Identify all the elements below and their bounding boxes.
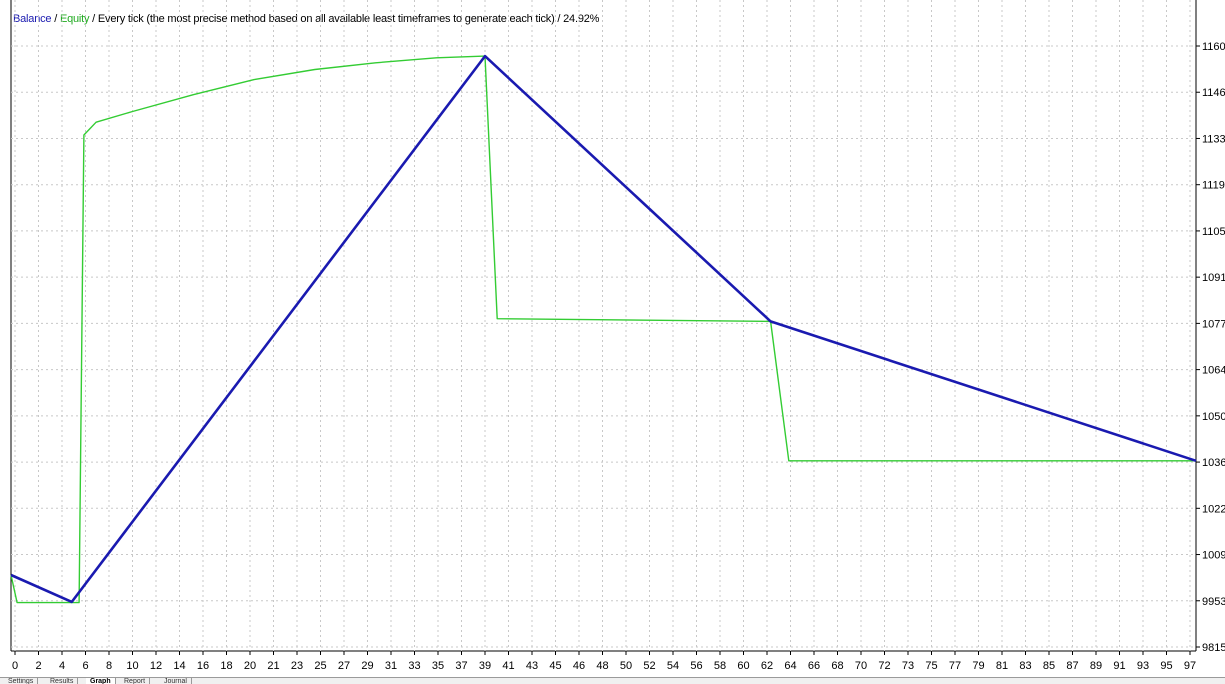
- x-tick-label: 85: [1043, 660, 1055, 672]
- x-tick-label: 91: [1113, 660, 1125, 672]
- test-method-description: / Every tick (the most precise method ba…: [89, 13, 600, 25]
- equity-series-line: [10, 55, 1196, 604]
- y-tick-label: 106418: [1202, 365, 1225, 377]
- x-tick-label: 73: [902, 660, 914, 672]
- x-tick-label: 6: [82, 660, 88, 672]
- x-tick-label: 64: [784, 660, 796, 672]
- x-tick-label: 93: [1137, 660, 1149, 672]
- x-tick-label: 25: [314, 660, 326, 672]
- x-tick-label: 68: [831, 660, 843, 672]
- x-tick-label: 54: [667, 660, 679, 672]
- x-tick-label: 79: [972, 660, 984, 672]
- x-tick-label: 48: [596, 660, 608, 672]
- y-tick-label: 102288: [1202, 503, 1225, 515]
- y-tick-label: 100911: [1202, 550, 1225, 562]
- y-tick-label: 114679: [1202, 87, 1225, 99]
- tab-report[interactable]: Report: [120, 678, 151, 684]
- graph-header: Balance / Equity / Every tick (the most …: [13, 13, 599, 25]
- x-tick-label: 18: [220, 660, 232, 672]
- x-tick-label: 8: [106, 660, 112, 672]
- y-tick-label: 105042: [1202, 411, 1225, 423]
- x-tick-label: 56: [690, 660, 702, 672]
- balance-series-line: [10, 54, 1197, 604]
- tester-tab-bar: Settings Results Graph Report Journal: [0, 677, 1225, 684]
- y-tick-label: 98157: [1202, 642, 1225, 654]
- y-tick-label: 109172: [1202, 272, 1225, 284]
- x-tick-label: 21: [267, 660, 279, 672]
- x-tick-label: 31: [385, 660, 397, 672]
- x-tick-label: 50: [620, 660, 632, 672]
- x-tick-label: 14: [173, 660, 185, 672]
- x-tick-label: 77: [949, 660, 961, 672]
- x-tick-label: 16: [197, 660, 209, 672]
- x-tick-label: 66: [808, 660, 820, 672]
- x-tick-label: 83: [1019, 660, 1031, 672]
- x-tick-label: 39: [479, 660, 491, 672]
- x-tick-label: 33: [408, 660, 420, 672]
- x-tick-label: 27: [338, 660, 350, 672]
- tab-settings[interactable]: Settings: [4, 678, 39, 684]
- x-tick-label: 23: [291, 660, 303, 672]
- x-tick-label: 97: [1184, 660, 1196, 672]
- x-tick-label: 60: [737, 660, 749, 672]
- legend-separator: /: [51, 13, 60, 25]
- y-tick-label: 113302: [1202, 133, 1225, 145]
- y-tick-label: 111926: [1202, 180, 1225, 192]
- x-tick-label: 95: [1160, 660, 1172, 672]
- tab-graph[interactable]: Graph: [86, 678, 116, 684]
- x-tick-label: 87: [1066, 660, 1078, 672]
- x-tick-label: 12: [150, 660, 162, 672]
- x-tick-label: 41: [502, 660, 514, 672]
- y-tick-label: 107795: [1202, 318, 1225, 330]
- x-tick-label: 0: [12, 660, 18, 672]
- x-tick-label: 2: [35, 660, 41, 672]
- y-tick-label: 103664: [1202, 457, 1225, 469]
- x-tick-label: 62: [761, 660, 773, 672]
- balance-legend-label: Balance: [13, 13, 52, 25]
- x-tick-label: 4: [59, 660, 65, 672]
- y-tick-label: 99534: [1202, 596, 1225, 608]
- x-tick-label: 70: [855, 660, 867, 672]
- y-tick-label: 116050: [1202, 41, 1225, 53]
- equity-legend-label: Equity: [59, 13, 90, 25]
- x-tick-label: 35: [432, 660, 444, 672]
- x-tick-label: 89: [1090, 660, 1102, 672]
- x-tick-label: 43: [526, 660, 538, 672]
- x-tick-label: 81: [996, 660, 1008, 672]
- x-tick-label: 72: [878, 660, 890, 672]
- x-tick-label: 10: [126, 660, 138, 672]
- x-tick-label: 46: [573, 660, 585, 672]
- x-tick-label: 58: [714, 660, 726, 672]
- tab-journal[interactable]: Journal: [160, 678, 192, 684]
- x-tick-label: 37: [455, 660, 467, 672]
- x-tick-label: 75: [925, 660, 937, 672]
- x-tick-label: 20: [244, 660, 256, 672]
- y-tick-label: 110549: [1202, 226, 1225, 238]
- tab-results[interactable]: Results: [46, 678, 79, 684]
- x-tick-label: 29: [361, 660, 373, 672]
- x-tick-label: 52: [643, 660, 655, 672]
- x-tick-label: 45: [549, 660, 561, 672]
